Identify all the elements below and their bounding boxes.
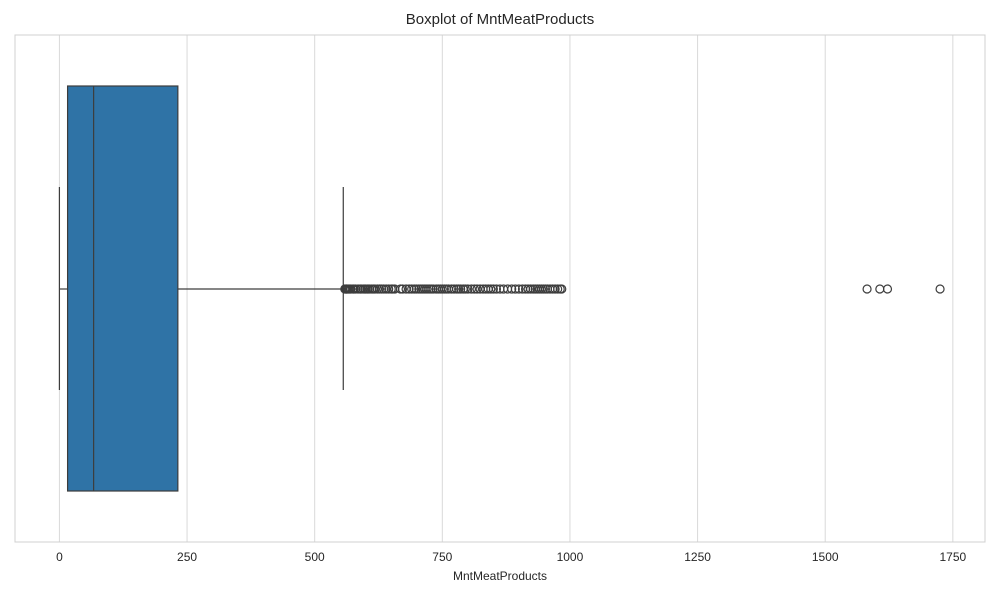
x-tick-label-500: 500 bbox=[305, 550, 325, 564]
outlier-point-58 bbox=[456, 284, 466, 294]
outlier-point-93 bbox=[553, 284, 563, 294]
x-tick-label-250: 250 bbox=[177, 550, 197, 564]
outlier-point-96 bbox=[862, 284, 872, 294]
outlier-point-64 bbox=[472, 284, 482, 294]
iqr-box bbox=[66, 85, 179, 492]
outlier-point-95 bbox=[557, 284, 567, 294]
outlier-point-62 bbox=[466, 284, 477, 294]
outlier-point-33 bbox=[397, 284, 408, 294]
outlier-point-38 bbox=[411, 284, 421, 294]
outlier-point-54 bbox=[446, 284, 457, 294]
outlier-point-98 bbox=[882, 284, 893, 294]
outlier-point-99 bbox=[935, 284, 945, 294]
outlier-point-77 bbox=[514, 284, 524, 294]
box-group bbox=[58, 85, 344, 492]
outlier-point-63 bbox=[469, 284, 480, 294]
outlier-point-81 bbox=[526, 284, 536, 294]
x-tick-label-1250: 1250 bbox=[684, 550, 711, 564]
outlier-point-71 bbox=[491, 284, 502, 294]
outlier-point-76 bbox=[510, 284, 520, 294]
x-tick-label-750: 750 bbox=[432, 550, 452, 564]
outlier-point-27 bbox=[381, 284, 391, 294]
chart-title: Boxplot of MntMeatProducts bbox=[405, 11, 595, 28]
outlier-point-35 bbox=[404, 284, 414, 294]
outlier-point-97 bbox=[875, 284, 885, 294]
outliers-group bbox=[340, 284, 945, 294]
x-tick-label-1500: 1500 bbox=[812, 550, 839, 564]
plot-area-frame bbox=[14, 34, 986, 543]
outlier-point-92 bbox=[550, 284, 560, 294]
outlier-point-55 bbox=[449, 284, 459, 294]
outlier-point-46 bbox=[428, 284, 438, 294]
outlier-point-22 bbox=[370, 284, 380, 294]
outlier-point-36 bbox=[407, 284, 417, 294]
x-tick-label-1750: 1750 bbox=[939, 550, 966, 564]
outlier-point-70 bbox=[488, 284, 498, 294]
outlier-point-28 bbox=[384, 284, 394, 294]
x-tick-label-0: 0 bbox=[56, 550, 63, 564]
outlier-point-61 bbox=[463, 284, 473, 294]
outlier-point-60 bbox=[460, 284, 470, 294]
x-tick-labels: 0 250 500 750 1000 1250 1500 1750 bbox=[56, 550, 966, 564]
outlier-point-69 bbox=[486, 284, 496, 294]
outlier-point-75 bbox=[507, 284, 517, 294]
outlier-point-80 bbox=[523, 284, 533, 294]
x-axis-label: MntMeatProducts bbox=[452, 569, 548, 583]
x-tick-label-1000: 1000 bbox=[557, 550, 584, 564]
